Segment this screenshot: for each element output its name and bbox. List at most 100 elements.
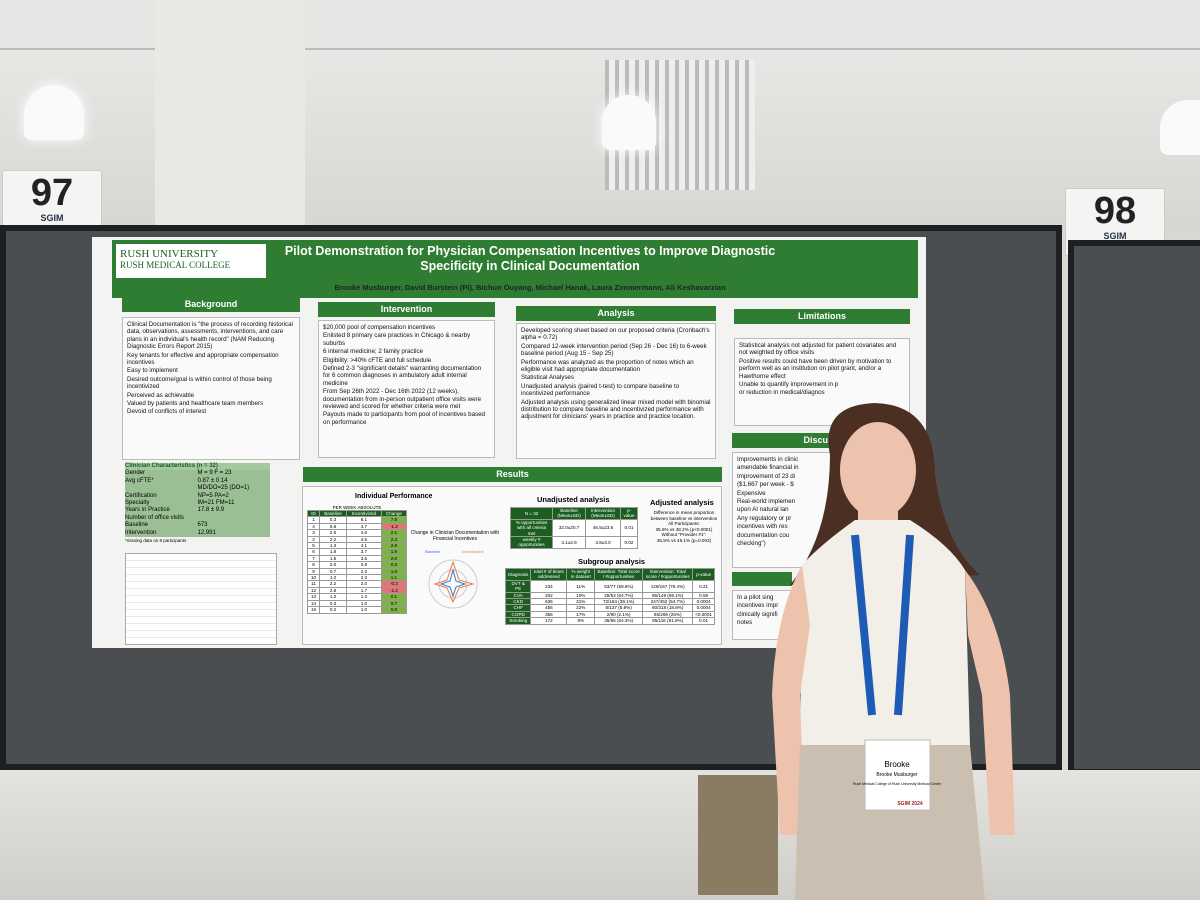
list-item: ($1,667 per week - $ [737,481,794,489]
table-cell: 36/56 (64.3%) [594,617,644,625]
table-cell: 356 [530,610,568,619]
table-cell: 1.6 [380,567,408,576]
table-cell: -1.2 [380,586,408,595]
poster-board [1068,240,1200,775]
table-cell: 1.2 [319,574,347,582]
table-cell: 3 [306,529,321,537]
list-item: 35.5% vs 45.1% (p=0.003) [656,537,712,543]
table-cell: CVA [504,591,532,600]
list-item: Real-world implemen [737,498,796,506]
poster-title: Pilot Demonstration for Physician Compen… [284,244,776,273]
table-cell: 247/452 (54.7%) [642,597,694,606]
subheading: Unadjusted analysis [537,495,610,504]
table-cell: 0.01 [692,617,715,625]
table-row: Specialty IM=21 FM=11 [125,500,270,507]
list-item: incentives with res [737,523,788,531]
table-cell: Gender [125,470,146,477]
table-cell [125,485,198,492]
column-header: total # of times addressed [530,568,568,581]
table-cell: 1.2 [319,593,347,601]
legend-entry: Baseline [425,549,441,554]
table-cell: 10 [306,574,321,582]
table-cell: 53/77 (68.8%) [594,579,644,593]
list-item: Performance was analyzed as the proporti… [521,358,694,374]
table-row: Baseline 673 [125,522,270,529]
table-row: CVA 202 10% 29/53 (54.7%) 86/149 (59.1%) 0.58 [504,591,715,600]
table-cell: 17.8 ± 9.9 [197,507,225,514]
table-cell: -0.2 [380,580,408,588]
table-cell: 12,991 [197,529,216,536]
table-cell: 0.3 [319,599,347,608]
table-cell: 202 [530,591,568,600]
table-cell: Intervention [125,529,157,536]
table-cell: IM=21 FM=11 [197,500,235,507]
table-cell: Years in Practice [125,507,170,514]
table-row: Number of office visits [125,515,270,522]
column-header: Baseline (Mean±SD) [552,507,587,520]
list-item: Payouts made to participants from pool o… [323,411,485,426]
section-heading: Background [122,297,300,312]
list-item: incentives impr [737,602,779,610]
top [800,520,970,745]
lamp [602,95,656,150]
table-cell: 2 [306,535,321,544]
list-item: 6 internal medicine; 2 family practice [323,348,424,356]
table-row: 1 0.3 8.1 7.8 [306,516,408,524]
table-cell: 11 [306,580,321,588]
table-cell: 2.5 [319,529,347,537]
table-cell: Certification [125,492,157,499]
table-cell: 46.5±23.6 [585,518,622,538]
list-item: Adjusted analysis using generalized line… [521,398,711,421]
table-row: Intervention 12,991 [125,530,270,537]
list-item: Unable to quantify improvement in p [739,381,839,389]
list-item: Clinical Documentation is "the process o… [127,321,293,351]
section-heading: Results [303,467,722,482]
table-cell: 1 [306,516,321,524]
lamp [24,85,84,140]
presenter: Brooke Brooke Musburger Rush Medical Col… [772,403,1015,900]
section-body: Clinical Documentation is "the process o… [122,317,300,460]
subheading: Subgroup analysis [578,557,646,566]
column-header: Intervention (Mean±SD) [585,507,622,520]
list-item: checking") [737,540,766,548]
list-item: 35.6% vs 48.2% (p<0.0001) [655,526,713,532]
table-row: 2 2.2 4.5 2.3 [306,535,408,544]
list-item: All Participants: [668,521,700,527]
table-cell: Baseline [125,522,149,529]
lanyard [851,534,914,716]
table-row: 12 2.8 1.7 -1.2 [306,586,408,595]
table-row: 15 0.2 1.0 0.8 [306,606,408,614]
list-item: From Sep 26th 2022 - Dec 16th 2022 (12 w… [323,388,482,411]
table-cell: 60/318 (18.8%) [642,604,694,612]
data-table: N = 32 Baseline (Mean±SD) Intervention (Me… [509,507,638,549]
table-cell: 0.0004 [692,597,715,606]
table-cell: 5 [306,541,321,550]
lamp [1160,100,1200,155]
table-cell: M = 9 F = 23 [197,470,232,477]
pillar [155,0,305,225]
list-item: $20,000 pool of compensation incentives [323,324,436,331]
column-header: Change [380,509,408,518]
table-header-row: ID Baseline Incentivized Change [306,509,408,518]
column-header: N = 32 [509,507,554,520]
table-row: 3 2.5 4.6 2.1 [306,529,408,537]
table-cell: Smoking [504,617,532,625]
list-item: or reduction in medical/diagnos [739,389,825,397]
table-row: Years in Practice 17.8 ± 9.9 [125,507,270,514]
table-row: Gender M = 9 F = 23 [125,470,270,477]
table-cell: 2.1 [380,529,408,537]
radar-shape [433,560,475,604]
column-header: ID [306,509,321,518]
column-header: Intervention: Total score / #opportuniti… [642,568,694,581]
section-body: Statistical analysis not adjusted for pa… [734,338,910,426]
list-item: Devoid of conflicts of interest [127,408,207,416]
table-cell: 95/116 (81.9%) [642,617,694,625]
table-cell: 72/184 (39.1%) [594,597,644,606]
table-cell: 12 [306,586,321,595]
table-cell: 14 [306,599,321,608]
authors: Brooke Musburger, David Burstein (PI), B… [334,283,726,292]
table-cell: 0.0004 [692,604,715,612]
pants [795,745,985,900]
table-cell: MD/DO=25 (DO=1) [197,485,250,492]
face [840,422,916,518]
